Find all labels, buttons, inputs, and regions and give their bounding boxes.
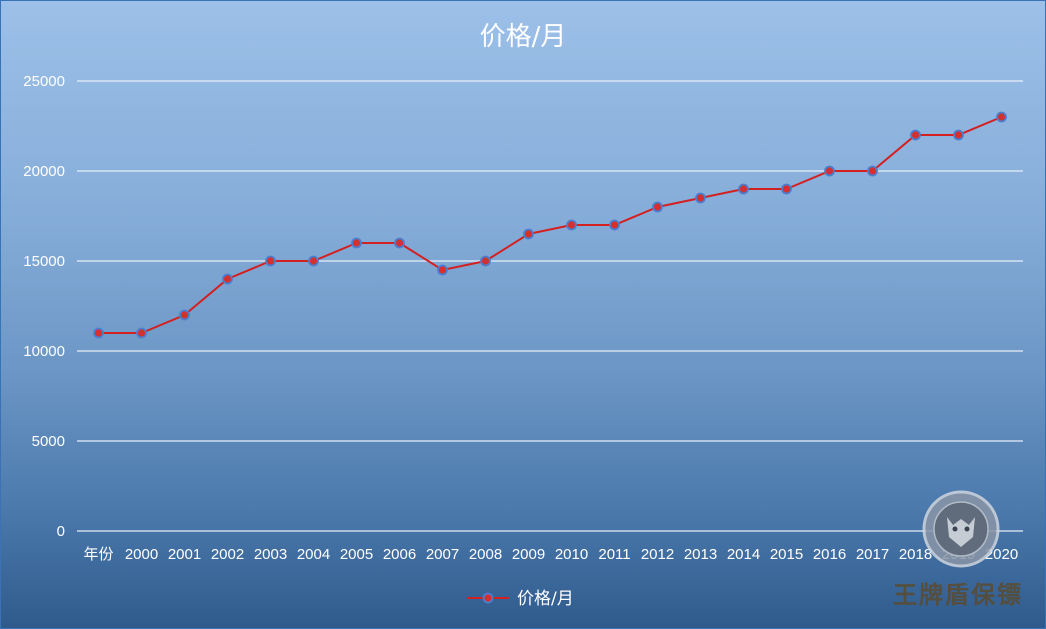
x-tick-label: 2017 [856,546,889,563]
legend[interactable]: 价格/月 [467,589,574,609]
x-tick-label: 2004 [297,546,330,563]
y-tick-label: 0 [57,523,65,540]
data-point[interactable] [910,129,921,141]
y-tick-label: 10000 [23,343,65,360]
x-tick-label: 2005 [340,546,373,563]
watermark: 王牌盾保镖 [893,490,1023,609]
data-point[interactable] [394,237,405,249]
data-point[interactable] [523,228,534,240]
x-tick-label: 2008 [469,546,502,563]
x-tick-label: 2001 [168,546,201,563]
data-point[interactable] [179,309,190,321]
tiger-badge-emblem [922,490,1000,568]
x-tick-label: 2012 [641,546,674,563]
legend-entry-label: 价格/月 [517,589,574,609]
data-point[interactable] [93,327,104,339]
x-tick-label: 2015 [770,546,803,563]
y-tick-label: 25000 [23,73,65,90]
y-tick-label: 15000 [23,253,65,270]
data-point[interactable] [480,255,491,267]
data-point[interactable] [136,327,147,339]
x-tick-label: 年份 [83,546,113,563]
x-tick-label: 2014 [727,546,760,563]
x-axis-tick-labels: 年份 2000 2001 2002 2003 2004 2005 2006 2007 2008 20… [83,546,1018,563]
x-tick-label: 2007 [426,546,459,563]
x-tick-label: 2000 [125,546,158,563]
data-point[interactable] [695,192,706,204]
y-tick-label: 5000 [32,433,65,450]
x-tick-label: 2009 [512,546,545,563]
series-line-0 [98,116,1002,334]
data-point[interactable] [738,183,749,195]
data-point[interactable] [566,219,577,231]
x-tick-label: 2018 [899,546,932,563]
y-axis-tick-labels: 0 5000 10000 15000 20000 25000 [23,73,65,540]
data-point[interactable] [867,165,878,177]
data-point[interactable] [308,255,319,267]
series-layer [93,111,1007,339]
data-point[interactable] [351,237,362,249]
x-tick-label: 2016 [813,546,846,563]
legend-marker-swatch [482,592,494,604]
data-point[interactable] [652,201,663,213]
x-tick-label: 2006 [383,546,416,563]
x-tick-label: 2010 [555,546,588,563]
data-point[interactable] [953,129,964,141]
data-point[interactable] [437,264,448,276]
x-tick-label: 2011 [598,546,630,563]
data-point[interactable] [824,165,835,177]
data-point[interactable] [781,183,792,195]
data-point[interactable] [609,219,620,231]
data-point[interactable] [996,111,1007,123]
y-tick-label: 20000 [23,163,65,180]
gridlines [77,80,1023,532]
x-tick-label: 2013 [684,546,717,563]
watermark-text: 王牌盾保镖 [893,580,1023,609]
x-tick-label: 2003 [254,546,287,563]
chart-title: 价格/月 [480,22,567,52]
x-tick-label: 2020 [985,546,1018,563]
data-point[interactable] [222,273,233,285]
data-point[interactable] [265,255,276,267]
x-tick-label: 2002 [211,546,244,563]
